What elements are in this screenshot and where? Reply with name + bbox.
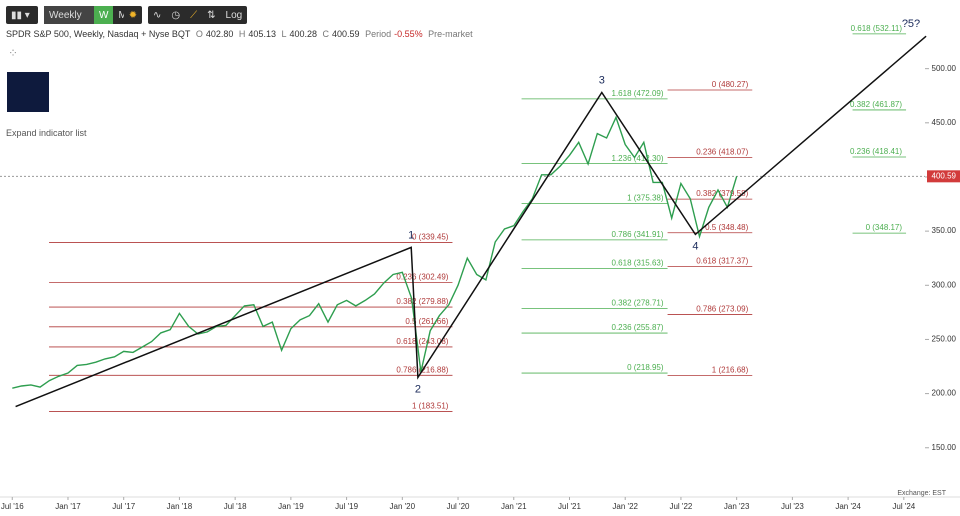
wave-label: 1 — [408, 229, 414, 241]
high-label: H — [238, 29, 246, 39]
symbol: SPDR S&P 500, Weekly, Nasdaq + Nyse BQT — [6, 29, 191, 39]
x-tick-label: Jan '19 — [278, 502, 304, 511]
wave-label: 4 — [692, 240, 698, 252]
close: 400.59 — [332, 29, 360, 39]
wave-line — [15, 35, 927, 408]
period-label: Period — [365, 29, 392, 39]
x-tick-label: Jul '18 — [224, 502, 247, 511]
fib-label: 1 (216.68) — [712, 366, 749, 375]
fib-label: 0 (339.45) — [412, 233, 449, 242]
x-tick-label: Jan '21 — [501, 502, 527, 511]
month-button[interactable]: M — [118, 9, 127, 21]
fib-label: 0 (218.95) — [627, 363, 664, 372]
y-tick-label: 450.00 — [932, 118, 957, 127]
period: -0.55% — [394, 29, 423, 39]
y-tick-label: 150.00 — [932, 443, 957, 452]
layout-button[interactable]: ▮▮ ▾ — [6, 6, 38, 24]
week-button[interactable]: W — [94, 6, 114, 24]
fib-label: 0 (480.27) — [712, 80, 749, 89]
fib-label: 0.382 (278.71) — [612, 298, 664, 307]
logo — [7, 72, 49, 112]
x-tick-label: Jan '24 — [835, 502, 861, 511]
high: 405.13 — [248, 29, 276, 39]
y-tick-label: 350.00 — [932, 226, 957, 235]
wave-label: 2 — [415, 383, 421, 395]
fib-label: 0.382 (379.58) — [696, 189, 748, 198]
x-tick-label: Jul '17 — [112, 502, 135, 511]
legend: SPDR S&P 500, Weekly, Nasdaq + Nyse BQT … — [6, 29, 476, 39]
tool-icon[interactable]: ⁘ — [8, 46, 19, 60]
indicator-button[interactable]: ∿ — [153, 9, 162, 21]
fib-label: 0.618 (317.37) — [696, 257, 748, 266]
price-line — [12, 115, 738, 389]
compare-button[interactable]: ⇅ — [207, 9, 216, 21]
fib-label: 0.236 (255.87) — [612, 323, 664, 332]
y-tick-label: 250.00 — [932, 335, 957, 344]
fib-label: 0.236 (418.07) — [696, 148, 748, 157]
fib-label: 0.618 (315.63) — [612, 258, 664, 267]
fib-label: 1 (375.38) — [627, 194, 664, 203]
last-price-box — [927, 170, 960, 183]
x-tick-label: Jul '23 — [781, 502, 804, 511]
x-tick-label: Jul '22 — [669, 502, 692, 511]
fib-label: 0.5 (348.48) — [705, 223, 748, 232]
x-tick-label: Jul '21 — [558, 502, 581, 511]
fib-label: 0.618 (532.11) — [851, 24, 903, 33]
low-label: L — [281, 29, 287, 39]
open: 402.80 — [205, 29, 234, 39]
fib-label: 1.236 (412.30) — [612, 154, 664, 163]
price-axis — [925, 0, 960, 516]
expand-indicators[interactable]: Expand indicator list — [6, 128, 87, 138]
fib-label: 0.5 (261.66) — [405, 317, 448, 326]
tool-bar: ∿ ◷ ⟋ ⇅ Log — [148, 6, 248, 24]
log-button[interactable]: Log — [225, 9, 243, 21]
fib-label: 1.618 (472.09) — [612, 89, 664, 98]
fib-label: 1 (183.51) — [412, 402, 449, 411]
x-tick-label: Jul '24 — [892, 502, 915, 511]
x-tick-label: Jan '23 — [724, 502, 750, 511]
last-price-label: 400.59 — [932, 171, 957, 180]
exchange: Exchange: EST — [897, 490, 946, 497]
open-label: O — [195, 29, 203, 39]
x-tick-label: Jan '22 — [612, 502, 638, 511]
fib-label: 0.382 (461.87) — [850, 100, 902, 109]
draw-button[interactable]: ⟋ — [190, 9, 198, 21]
fib-label: 0.236 (418.41) — [850, 147, 902, 156]
x-tick-label: Jul '20 — [447, 502, 470, 511]
fib-label: 0.786 (273.09) — [696, 305, 748, 314]
fib-label: 0 (348.17) — [866, 223, 903, 232]
settings-button[interactable]: ✹ — [124, 6, 142, 24]
low: 400.28 — [289, 29, 318, 39]
fib-label: 0.786 (341.91) — [612, 230, 664, 239]
x-tick-label: Jan '18 — [167, 502, 193, 511]
wave-label: 3 — [599, 74, 605, 86]
fib-label: 0.382 (279.88) — [396, 297, 448, 306]
clock-button[interactable]: ◷ — [171, 9, 181, 21]
x-tick-label: Jan '17 — [55, 502, 81, 511]
fib-label: 0.618 (243.08) — [396, 337, 448, 346]
interval-select[interactable]: Weekly — [44, 6, 94, 24]
y-tick-label: 300.00 — [932, 280, 957, 289]
y-tick-label: 200.00 — [932, 389, 957, 398]
x-tick-label: Jan '20 — [390, 502, 416, 511]
wave-label: ?5? — [902, 18, 920, 30]
fib-label: 0.236 (302.49) — [396, 273, 448, 282]
interval-bar: Weekly W M — [44, 6, 132, 24]
close-label: C — [322, 29, 330, 39]
x-tick-label: Jul '16 — [1, 502, 24, 511]
y-tick-label: 500.00 — [932, 64, 957, 73]
x-tick-label: Jul '19 — [335, 502, 358, 511]
session: Pre-market — [428, 29, 473, 39]
